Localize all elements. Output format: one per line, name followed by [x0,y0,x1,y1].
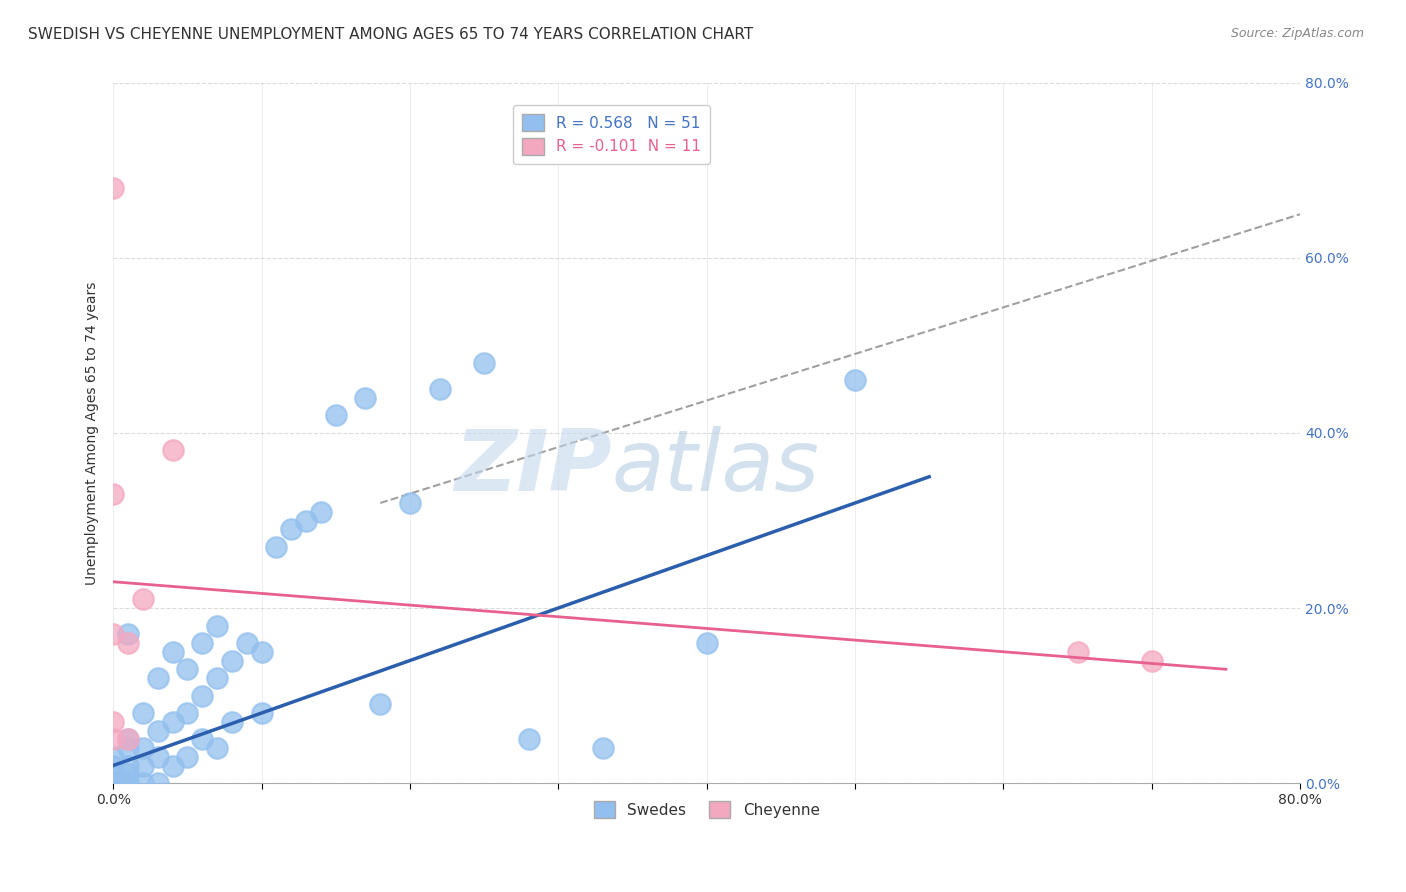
Point [117,732,139,747]
Point [162,443,184,458]
Point [368,698,391,712]
Point [132,706,155,720]
Point [117,627,139,641]
Point [103,487,125,501]
Point [176,662,198,676]
Point [280,522,302,536]
Point [103,776,125,790]
Text: Source: ZipAtlas.com: Source: ZipAtlas.com [1230,27,1364,40]
Point [205,671,228,685]
Point [221,714,243,729]
Point [696,636,718,650]
Point [117,741,139,756]
Point [162,645,184,659]
Point [295,514,318,528]
Point [162,758,184,772]
Point [325,409,347,423]
Text: atlas: atlas [612,426,820,509]
Point [103,776,125,790]
Legend: Swedes, Cheyenne: Swedes, Cheyenne [588,795,825,824]
Point [191,636,214,650]
Point [309,505,332,519]
Point [162,714,184,729]
Point [354,391,377,405]
Point [103,749,125,764]
Point [176,749,198,764]
Text: SWEDISH VS CHEYENNE UNEMPLOYMENT AMONG AGES 65 TO 74 YEARS CORRELATION CHART: SWEDISH VS CHEYENNE UNEMPLOYMENT AMONG A… [28,27,754,42]
Point [844,374,866,388]
Point [191,732,214,747]
Point [117,776,139,790]
Point [132,758,155,772]
Point [266,540,288,554]
Point [103,758,125,772]
Point [146,671,169,685]
Point [117,767,139,781]
Point [472,356,495,370]
Point [429,382,451,396]
Point [103,714,125,729]
Point [146,776,169,790]
Point [176,706,198,720]
Point [132,776,155,790]
Point [250,706,273,720]
Point [103,767,125,781]
Point [117,758,139,772]
Point [191,689,214,703]
Point [205,618,228,632]
Y-axis label: Unemployment Among Ages 65 to 74 years: Unemployment Among Ages 65 to 74 years [86,281,100,584]
Point [117,732,139,747]
Point [103,627,125,641]
Point [399,496,422,510]
Point [103,732,125,747]
Point [1066,645,1088,659]
Point [117,776,139,790]
Point [592,741,614,756]
Point [221,653,243,667]
Text: ZIP: ZIP [454,426,612,509]
Point [146,723,169,738]
Point [517,732,540,747]
Point [235,636,257,650]
Point [250,645,273,659]
Point [1140,653,1163,667]
Point [132,741,155,756]
Point [132,592,155,607]
Point [103,181,125,195]
Point [146,749,169,764]
Point [117,636,139,650]
Point [205,741,228,756]
